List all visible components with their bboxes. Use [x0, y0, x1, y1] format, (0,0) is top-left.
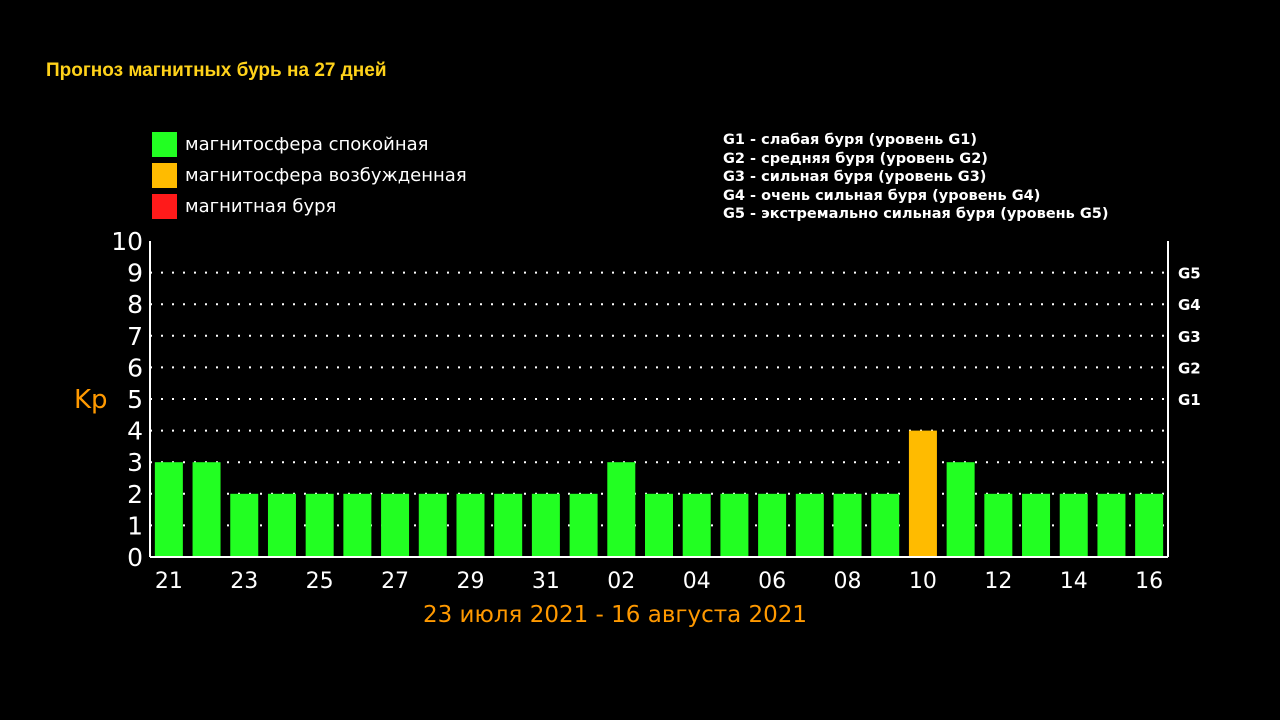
g-level-label: G5 [1178, 265, 1201, 283]
y-tick-label: 9 [127, 259, 143, 288]
storm-level-g1: G1 - слабая буря (уровень G1) [723, 132, 977, 148]
bar [908, 430, 937, 557]
x-tick-label: 27 [381, 569, 409, 594]
y-tick-label: 1 [127, 511, 143, 540]
bar [230, 493, 259, 557]
g-level-label: G1 [1178, 391, 1201, 409]
bar [833, 493, 862, 557]
x-tick-label: 14 [1060, 569, 1088, 594]
bar [192, 462, 221, 557]
bar [984, 493, 1013, 557]
storm-level-g3: G3 - сильная буря (уровень G3) [723, 169, 987, 185]
bar [1022, 493, 1051, 557]
y-tick-label: 3 [127, 448, 143, 477]
x-tick-label: 02 [607, 569, 635, 594]
legend-label-disturbed: магнитосфера возбужденная [185, 164, 467, 186]
bar [645, 493, 673, 557]
bar [1059, 493, 1088, 557]
x-tick-label: 04 [683, 569, 711, 594]
y-tick-label: 4 [127, 417, 143, 446]
bar [720, 493, 749, 557]
x-tick-label: 21 [155, 569, 183, 594]
storm-level-g2: G2 - средняя буря (уровень G2) [723, 150, 988, 167]
y-axis-label: Kp [74, 385, 108, 415]
bar [267, 493, 296, 557]
x-tick-label: 10 [909, 569, 937, 594]
storm-level-g4: G4 - очень сильная буря (уровень G4) [723, 187, 1041, 204]
bar [305, 493, 334, 557]
x-tick-label: 23 [230, 569, 258, 594]
g-level-label: G4 [1178, 296, 1201, 314]
x-tick-label: 12 [984, 569, 1012, 594]
y-tick-label: 6 [127, 353, 143, 382]
legend-swatch-storm [152, 193, 177, 219]
bar [154, 462, 183, 557]
x-tick-label: 16 [1135, 569, 1163, 594]
x-tick-label: 29 [456, 569, 484, 594]
bar [343, 493, 372, 557]
legend-label-storm: магнитная буря [185, 195, 337, 217]
x-tick-label: 06 [758, 569, 786, 594]
y-tick-label: 5 [127, 385, 143, 414]
y-tick-label: 7 [127, 322, 143, 351]
g-level-label: G3 [1178, 328, 1201, 346]
bar [418, 493, 447, 557]
bar [795, 493, 824, 557]
bar [381, 493, 410, 557]
bar [494, 493, 523, 557]
bar [569, 493, 598, 557]
storm-level-g5: G5 - экстремально сильная буря (уровень … [723, 206, 1109, 222]
bar [758, 493, 787, 557]
y-tick-label: 0 [127, 543, 143, 572]
g-level-label: G2 [1178, 359, 1201, 377]
storm-level-legend: G1 - слабая буря (уровень G1) G2 - средн… [723, 131, 1109, 224]
x-tick-label: 31 [532, 569, 560, 594]
bar [871, 493, 900, 557]
legend-item-quiet: магнитосфера спокойная [152, 131, 428, 157]
legend-swatch-disturbed [152, 162, 177, 188]
legend-item-disturbed: магнитосфера возбужденная [152, 162, 467, 188]
chart-title: Прогноз магнитных бурь на 27 дней [46, 60, 387, 81]
x-tick-label: 25 [306, 569, 334, 594]
legend-label-quiet: магнитосфера спокойная [185, 133, 429, 155]
bar [531, 493, 560, 557]
y-tick-label: 2 [127, 480, 143, 509]
bar [682, 493, 711, 557]
legend-item-storm: магнитная буря [152, 193, 336, 219]
bar [1097, 493, 1126, 557]
y-tick-label: 10 [111, 227, 143, 256]
date-range-label: 23 июля 2021 - 16 августа 2021 [422, 602, 808, 628]
bar [456, 493, 485, 557]
y-tick-label: 8 [127, 290, 143, 319]
x-tick-label: 08 [834, 569, 862, 594]
bar [607, 462, 636, 557]
bar [946, 462, 975, 557]
legend-swatch-quiet [152, 131, 177, 157]
bar [1135, 493, 1164, 557]
